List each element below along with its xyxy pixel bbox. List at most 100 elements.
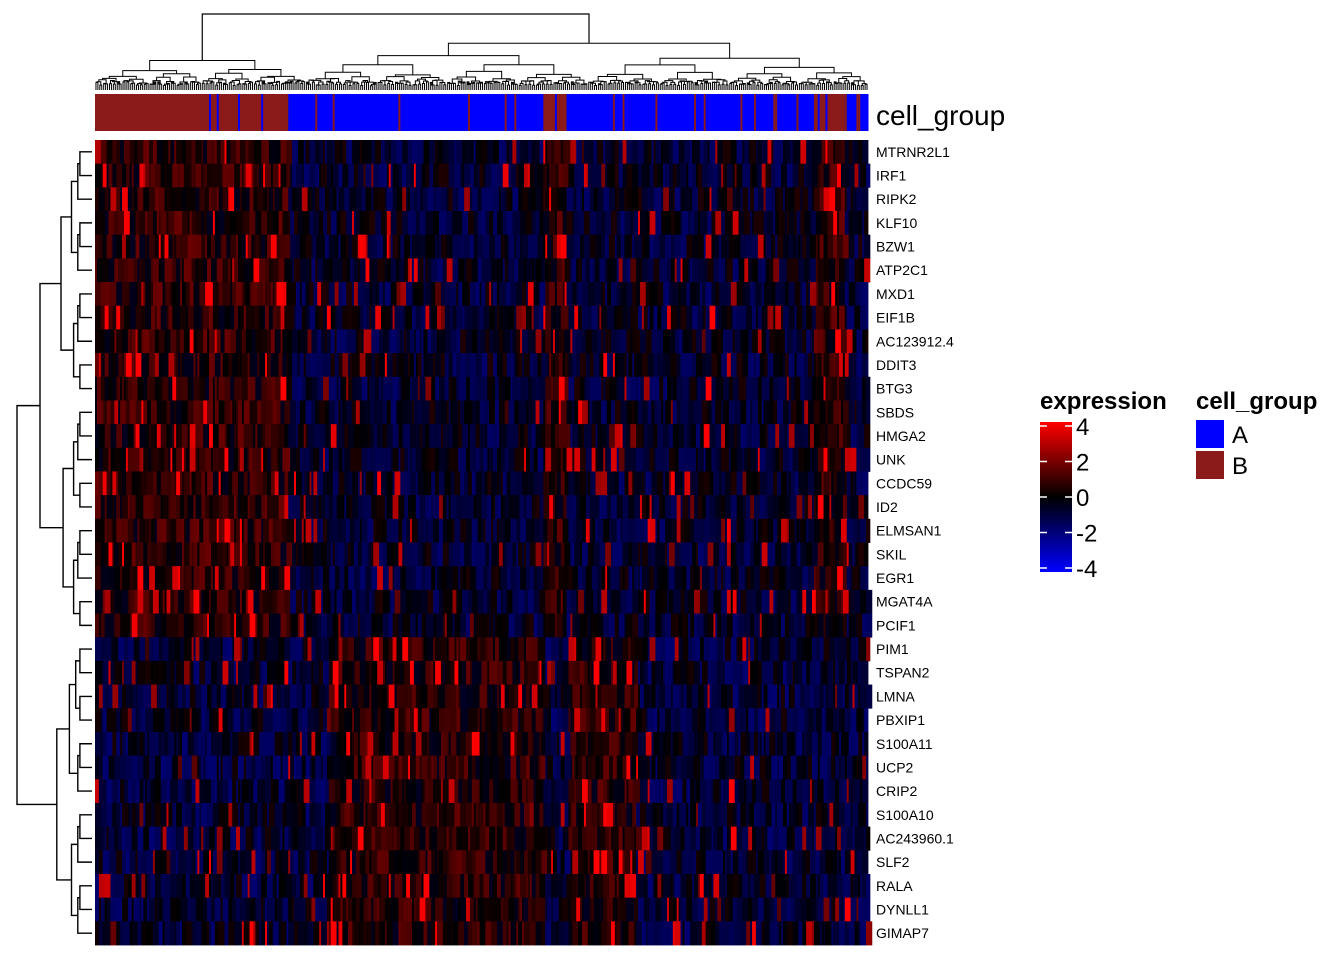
heatmap-cell <box>342 282 347 307</box>
heatmap-cell <box>471 140 475 165</box>
heatmap-cell <box>129 329 133 354</box>
heatmap-cell <box>732 211 739 236</box>
heatmap-cell <box>811 447 815 472</box>
heatmap-cell <box>566 282 573 307</box>
heatmap-cell <box>423 542 426 567</box>
heatmap-cell <box>344 613 349 638</box>
heatmap-cell <box>581 542 589 567</box>
heatmap-cell <box>330 424 337 449</box>
heatmap-cell <box>616 447 620 472</box>
heatmap-cell <box>759 495 765 520</box>
heatmap-cell <box>578 140 583 165</box>
heatmap-cell <box>309 353 312 378</box>
heatmap-cell <box>201 329 204 354</box>
heatmap-cell <box>149 234 152 259</box>
heatmap-cell <box>154 234 160 259</box>
heatmap-cell <box>373 282 376 307</box>
heatmap-cell <box>545 140 548 165</box>
heatmap-cell <box>203 589 210 614</box>
heatmap-cell <box>218 424 225 449</box>
heatmap-cell <box>516 542 519 567</box>
heatmap-cell <box>508 566 511 591</box>
heatmap-cell <box>303 542 307 567</box>
heatmap-cell <box>450 660 455 685</box>
column-dendrogram-branch <box>703 78 722 81</box>
heatmap-cell <box>508 495 515 520</box>
heatmap-cell <box>396 140 403 165</box>
heatmap-cell <box>846 329 853 354</box>
heatmap-cell <box>525 447 531 472</box>
heatmap-cell <box>668 589 672 614</box>
heatmap-cell <box>328 282 336 307</box>
heatmap-cell <box>127 258 135 283</box>
heatmap-cell <box>96 376 102 401</box>
heatmap-cell <box>141 329 144 354</box>
heatmap-cell <box>522 353 525 378</box>
heatmap-cell <box>551 589 558 614</box>
heatmap-cell <box>765 187 772 212</box>
heatmap-cell <box>796 495 803 520</box>
heatmap-cell <box>172 376 177 401</box>
heatmap-cell <box>730 305 734 330</box>
heatmap-cell <box>183 518 187 543</box>
heatmap-cell <box>591 518 594 543</box>
heatmap-cell <box>626 589 633 614</box>
heatmap-cell <box>386 305 392 330</box>
heatmap-cell <box>131 187 135 212</box>
heatmap-cell <box>307 471 310 496</box>
heatmap-cell <box>639 542 643 567</box>
heatmap-cell <box>122 471 127 496</box>
heatmap-cell <box>431 282 436 307</box>
heatmap-cell <box>862 234 865 259</box>
heatmap-cell <box>850 353 857 378</box>
heatmap-cell <box>228 447 235 472</box>
heatmap-cell <box>311 234 314 259</box>
heatmap-cell <box>711 353 718 378</box>
heatmap-cell <box>268 518 274 543</box>
heatmap-cell <box>813 353 817 378</box>
heatmap-cell <box>674 329 680 354</box>
heatmap-cell <box>792 329 797 354</box>
heatmap-cell <box>605 376 608 401</box>
heatmap-cell <box>665 353 670 378</box>
heatmap-cell <box>773 589 776 614</box>
heatmap-cell <box>603 140 606 165</box>
heatmap-cell <box>379 353 386 378</box>
heatmap-cell <box>257 613 262 638</box>
heatmap-cell <box>583 424 591 449</box>
heatmap-cell <box>152 471 158 496</box>
heatmap-cell <box>243 400 250 425</box>
heatmap-cell <box>844 282 850 307</box>
heatmap-cell <box>564 282 567 307</box>
column-dendrogram-branch <box>126 81 130 90</box>
heatmap-cell <box>247 637 254 662</box>
heatmap-cell <box>742 495 747 520</box>
heatmap-cell <box>294 660 297 685</box>
heatmap-cell <box>272 495 279 520</box>
heatmap-cell <box>413 542 419 567</box>
heatmap-cell <box>326 613 334 638</box>
heatmap-cell <box>95 305 102 330</box>
heatmap-cell <box>769 258 774 283</box>
heatmap-cell <box>326 163 332 188</box>
heatmap-cell <box>371 613 378 638</box>
heatmap-cell <box>371 566 374 591</box>
heatmap-cell <box>674 211 681 236</box>
column-dendrogram-branch <box>751 79 761 83</box>
heatmap-cell <box>286 353 289 378</box>
heatmap-cell <box>348 518 351 543</box>
heatmap-cell <box>417 258 421 283</box>
heatmap-cell <box>247 471 250 496</box>
heatmap-cell <box>247 589 254 614</box>
heatmap-cell <box>543 211 550 236</box>
heatmap-cell <box>713 589 720 614</box>
heatmap-cell <box>723 140 726 165</box>
heatmap-cell <box>533 400 537 425</box>
heatmap-cell <box>483 163 486 188</box>
heatmap-cell <box>332 613 339 638</box>
heatmap-cell <box>253 305 260 330</box>
heatmap-cell <box>305 424 308 449</box>
heatmap-cell <box>133 353 136 378</box>
heatmap-cell <box>209 305 214 330</box>
column-dendrogram-branch <box>129 78 144 84</box>
